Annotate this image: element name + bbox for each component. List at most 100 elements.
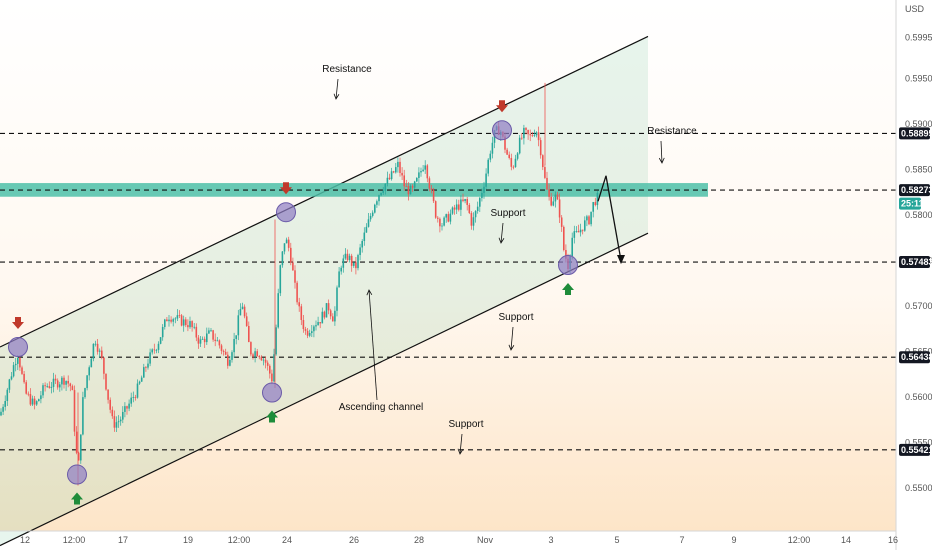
candle-body-162 — [340, 267, 342, 272]
candle-body-173 — [363, 232, 366, 241]
candle-body-257 — [539, 140, 542, 156]
candle-body-17 — [35, 401, 38, 405]
annotation-arrow-0 — [333, 93, 340, 100]
candle-body-51 — [107, 389, 109, 400]
candle-body-24 — [50, 386, 53, 388]
candle-body-60 — [126, 406, 128, 409]
candle-body-118 — [248, 326, 250, 343]
candle-body-282 — [592, 202, 594, 212]
arrow-down-icon — [496, 100, 508, 113]
candle-body-110 — [231, 352, 233, 360]
candle-body-280 — [588, 216, 590, 225]
annotation-pointer-2 — [500, 222, 504, 244]
candle-body-117 — [245, 316, 248, 327]
candle-body-45 — [94, 343, 97, 345]
candle-body-105 — [220, 345, 223, 351]
candle-body-209 — [439, 218, 441, 227]
candle-body-88 — [185, 319, 187, 326]
candle-body-272 — [571, 237, 573, 256]
candle-body-157 — [329, 310, 332, 317]
candle-body-4 — [8, 379, 11, 390]
touch-point-5[interactable] — [558, 255, 578, 276]
candle-body-81 — [170, 319, 172, 322]
candle-body-111 — [233, 338, 235, 353]
price-tag-text-4: 0.55421 — [901, 445, 932, 455]
price-tag-4[interactable] — [899, 443, 930, 456]
candle-body-36 — [75, 431, 78, 453]
candle-body-77 — [161, 326, 164, 338]
candle-body-140 — [294, 270, 296, 283]
candle-body-78 — [164, 319, 166, 327]
candle-body-178 — [374, 204, 376, 213]
candle-body-205 — [430, 188, 433, 191]
candle-body-66 — [138, 381, 141, 384]
candle-body-213 — [447, 214, 450, 222]
candle-body-31 — [65, 380, 67, 385]
candle-body-194 — [407, 186, 410, 195]
candle-body-232 — [487, 159, 489, 174]
price-tag-2[interactable] — [899, 256, 930, 269]
touch-point-0[interactable] — [8, 337, 28, 358]
candle-body-50 — [105, 373, 107, 390]
candle-body-224 — [470, 213, 473, 226]
candle-body-21 — [44, 385, 46, 387]
candle-body-54 — [113, 416, 116, 428]
candle-body-184 — [386, 177, 389, 184]
touch-point-2[interactable] — [492, 120, 512, 141]
candle-body-59 — [124, 406, 126, 412]
candle-body-71 — [149, 352, 151, 364]
candle-body-253 — [531, 135, 534, 137]
candle-body-107 — [224, 351, 227, 355]
candle-body-251 — [527, 129, 529, 135]
candle-body-198 — [416, 177, 418, 182]
price-tag-text-3: 0.56438 — [901, 352, 932, 362]
touch-point-4[interactable] — [262, 382, 282, 403]
candle-body-44 — [92, 343, 95, 359]
channel-lower-line[interactable] — [0, 232, 649, 547]
candle-body-115 — [241, 306, 244, 310]
candle-body-70 — [147, 363, 149, 368]
annotation-3: Support — [498, 312, 533, 323]
candle-body-234 — [491, 142, 494, 154]
candle-body-269 — [565, 250, 567, 259]
candle-body-90 — [189, 321, 191, 328]
candle-body-143 — [300, 306, 303, 321]
annotation-pointer-1 — [660, 140, 663, 164]
candle-body-141 — [296, 282, 298, 303]
countdown-tag[interactable] — [899, 197, 921, 210]
touch-point-1[interactable] — [276, 202, 296, 223]
annotation-pointer-0 — [335, 78, 339, 100]
x-tick-14: 14 — [841, 535, 851, 545]
candle-body-268 — [563, 226, 565, 251]
candle-body-61 — [128, 403, 130, 409]
candle-body-72 — [151, 349, 153, 353]
candle-body-229 — [481, 192, 483, 199]
candle-body-233 — [489, 153, 492, 160]
projection-arrowhead — [617, 255, 625, 265]
candle-body-122 — [256, 351, 258, 357]
price-tag-3[interactable] — [899, 351, 930, 364]
candle-body-172 — [361, 240, 363, 248]
candle-body-62 — [130, 397, 132, 404]
candle-body-128 — [269, 365, 271, 374]
candle-body-165 — [346, 253, 349, 261]
price-tag-1[interactable] — [899, 184, 930, 197]
candle-body-146 — [306, 330, 309, 336]
candle-body-201 — [422, 169, 424, 172]
candle-body-218 — [458, 204, 460, 210]
candle-body-191 — [401, 172, 403, 176]
candle-body-73 — [153, 349, 156, 351]
touch-point-3[interactable] — [67, 464, 87, 485]
candle-body-158 — [332, 316, 334, 322]
x-tick-13: 12:00 — [788, 535, 811, 545]
candle-body-6 — [12, 365, 15, 377]
candle-body-114 — [239, 309, 242, 316]
price-tag-0[interactable] — [899, 127, 930, 140]
countdown-text: 25:11 — [901, 199, 924, 209]
candle-body-225 — [472, 217, 475, 226]
